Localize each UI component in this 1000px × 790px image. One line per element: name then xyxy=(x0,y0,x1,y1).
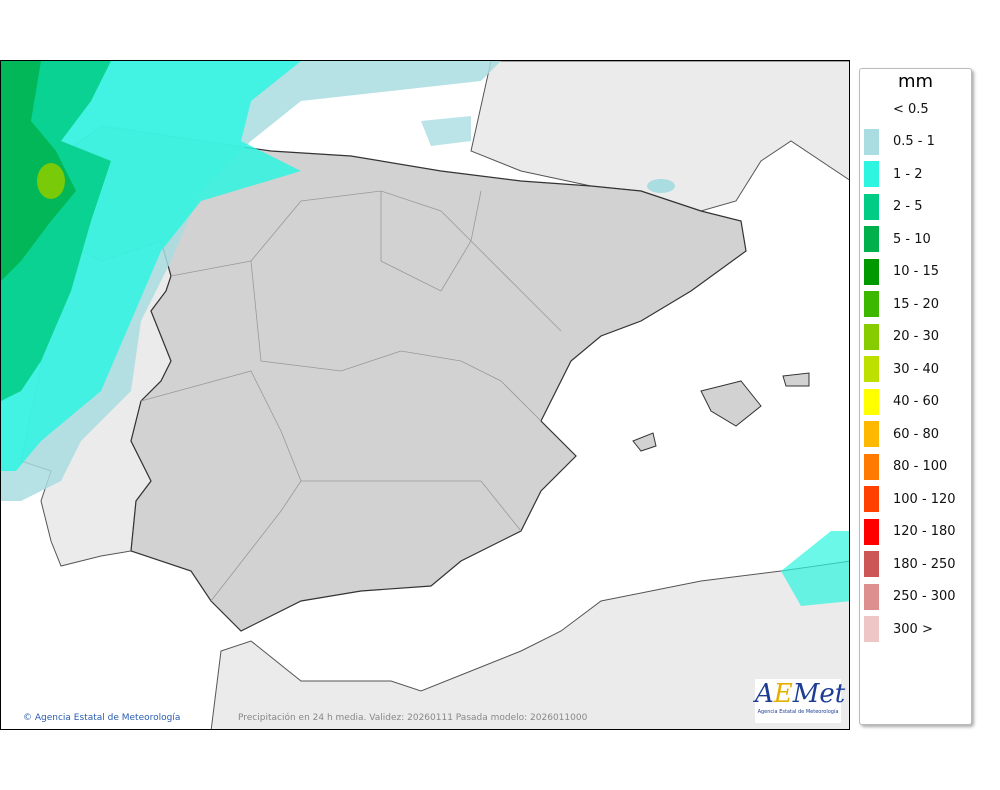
legend-label: 250 - 300 xyxy=(893,589,956,604)
legend-item: 30 - 40 xyxy=(864,355,939,383)
legend-item: 300 > xyxy=(864,615,933,643)
legend-swatch xyxy=(864,161,879,187)
legend-item: 15 - 20 xyxy=(864,290,939,318)
legend-label: 40 - 60 xyxy=(893,394,940,409)
legend-item: 80 - 100 xyxy=(864,453,947,481)
legend-swatch xyxy=(864,323,879,350)
legend-label: 60 - 80 xyxy=(893,426,940,442)
legend-swatch xyxy=(864,226,879,252)
legend-label: 0.5 - 1 xyxy=(893,134,935,149)
legend-label: 100 - 120 xyxy=(893,491,956,507)
legend-label: < 0.5 xyxy=(893,101,929,117)
legend-label: 20 - 30 xyxy=(893,329,940,344)
legend-label: 120 - 180 xyxy=(893,524,956,539)
legend-swatch xyxy=(864,96,879,122)
mallorca xyxy=(700,380,762,427)
legend-item: 0.5 - 1 xyxy=(864,128,935,156)
menorca xyxy=(782,372,810,387)
map-canvas xyxy=(1,61,849,729)
legend-item: 5 - 10 xyxy=(864,225,931,253)
spain-land xyxy=(30,125,747,632)
legend-item: 1 - 2 xyxy=(864,160,923,188)
legend-item: 2 - 5 xyxy=(864,193,923,221)
legend-label: 80 - 100 xyxy=(893,459,948,474)
legend-item: 180 - 250 xyxy=(864,550,956,578)
legend-swatch xyxy=(864,486,879,512)
logo-mark: AEMet xyxy=(755,679,846,709)
legend-label: 2 - 5 xyxy=(893,199,923,214)
france-land xyxy=(470,61,849,212)
legend-label: 5 - 10 xyxy=(893,231,931,247)
legend-swatch xyxy=(864,518,879,545)
legend-label: 300 > xyxy=(893,621,933,637)
legend-swatch xyxy=(864,551,879,577)
legend-label: 15 - 20 xyxy=(893,296,940,312)
legend-item: 20 - 30 xyxy=(864,323,939,351)
legend-swatch xyxy=(864,388,879,415)
legend-item: 120 - 180 xyxy=(864,518,956,546)
legend-swatch xyxy=(864,616,879,642)
legend-item: 250 - 300 xyxy=(864,583,956,611)
legend-label: 10 - 15 xyxy=(893,264,940,279)
legend-unit: mm xyxy=(897,71,934,92)
legend-item: < 0.5 xyxy=(864,95,929,123)
map-caption: Precipitación en 24 h media. Validez: 20… xyxy=(238,713,588,723)
legend-swatch xyxy=(864,128,879,155)
legend-swatch xyxy=(864,356,879,382)
legend: mm < 0.5 0.5 - 1 1 - 2 2 - 5 5 - 10 10 - 15 15… xyxy=(859,68,972,725)
legend-label: 1 - 2 xyxy=(893,166,923,182)
legend-label: 180 - 250 xyxy=(893,556,956,572)
legend-swatch xyxy=(864,583,879,610)
legend-swatch xyxy=(864,421,879,447)
copyright-notice[interactable]: © Agencia Estatal de Meteorología xyxy=(23,713,181,723)
legend-item: 40 - 60 xyxy=(864,388,939,416)
precipitation-map[interactable]: © Agencia Estatal de Meteorología Precip… xyxy=(0,60,850,730)
legend-label: 30 - 40 xyxy=(893,361,940,377)
copyright-text: Agencia Estatal de Meteorología xyxy=(34,713,181,723)
aemet-logo[interactable]: AEMet Agencia Estatal de Meteorología xyxy=(755,679,846,723)
legend-swatch xyxy=(864,258,879,285)
ibiza xyxy=(632,432,657,452)
logo-subtext: Agencia Estatal de Meteorología xyxy=(757,709,839,715)
legend-swatch xyxy=(864,193,879,220)
legend-swatch xyxy=(864,291,879,317)
legend-swatch xyxy=(864,453,879,480)
precipitation-field xyxy=(1,61,849,606)
region-boundaries xyxy=(140,190,562,602)
legend-item: 100 - 120 xyxy=(864,485,956,513)
legend-item: 60 - 80 xyxy=(864,420,939,448)
legend-item: 10 - 15 xyxy=(864,258,939,286)
